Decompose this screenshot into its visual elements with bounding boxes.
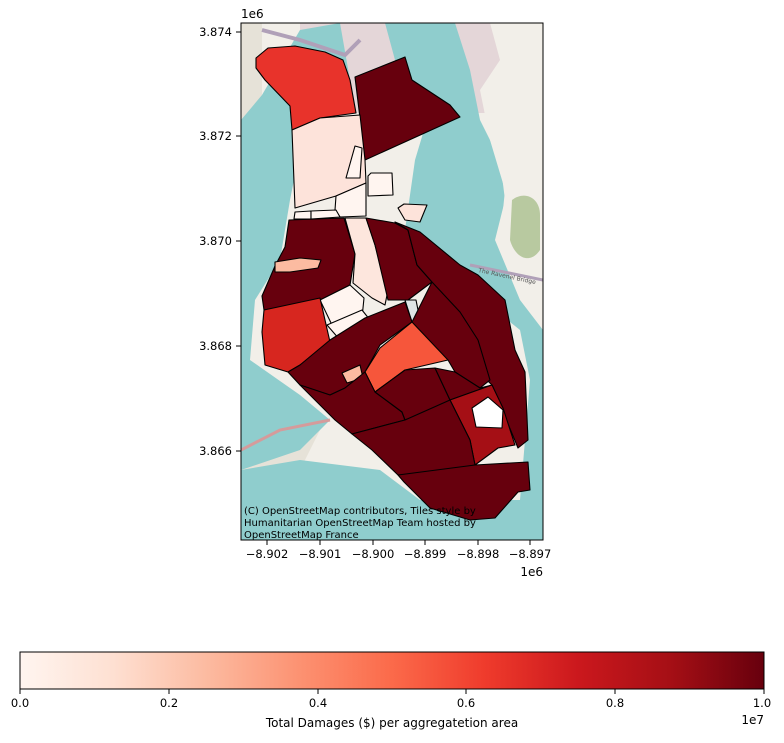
choropleth-layer <box>255 45 531 521</box>
y-axis: 1e6 3.874 3.872 3.870 3.868 3.866 <box>199 7 264 458</box>
area-east-mid[interactable] <box>411 281 491 389</box>
x-tick-5: −8.897 <box>509 540 552 561</box>
area-east-small[interactable] <box>397 203 428 223</box>
area-strip-west[interactable] <box>293 210 312 220</box>
park-area <box>510 195 540 259</box>
y-tick-3866: 3.866 <box>199 444 241 458</box>
bridge-road <box>469 263 543 282</box>
attribution-line-2: Humanitarian OpenStreetMap Team hosted b… <box>244 518 476 529</box>
colorbar-tick-label: 0.8 <box>606 696 624 710</box>
colorbar-tick-label: 1.0 <box>753 696 771 710</box>
colorbar-exponent: 1e7 <box>741 713 764 727</box>
x-tick-3: −8.899 <box>404 540 447 561</box>
x-tick-2: −8.900 <box>352 540 395 561</box>
attribution-line-3: OpenStreetMap France <box>244 530 359 541</box>
x-tick-label: −8.897 <box>509 547 552 561</box>
x-tick-1: −8.901 <box>299 540 342 561</box>
y-offset-label: 1e6 <box>241 7 264 21</box>
colorbar-tick-0: 0.0 <box>11 689 29 710</box>
y-tick-3870: 3.870 <box>199 234 241 248</box>
y-tick-label: 3.870 <box>199 234 232 248</box>
colorbar-tick-4: 0.8 <box>606 689 624 710</box>
y-tick-label: 3.868 <box>199 339 232 353</box>
x-offset-label: 1e6 <box>520 565 543 579</box>
y-tick-3868: 3.868 <box>199 339 241 353</box>
ashley-river <box>241 23 350 470</box>
attribution-line-1: (C) OpenStreetMap contributors, Tiles st… <box>244 506 476 517</box>
x-axis: −8.902 −8.901 −8.900 −8.899 −8.898 −8.89… <box>246 540 552 579</box>
x-tick-label: −8.902 <box>246 547 289 561</box>
area-south-mid-east[interactable] <box>434 367 493 401</box>
y-tick-3874: 3.874 <box>199 25 241 39</box>
area-north-west[interactable] <box>255 45 357 131</box>
x-tick-label: −8.899 <box>404 547 447 561</box>
road <box>261 28 362 58</box>
area-southernmost[interactable] <box>397 461 531 521</box>
x-tick-label: −8.901 <box>299 547 342 561</box>
colorbar-tick-label: 0.6 <box>457 696 475 710</box>
area-central-small-a[interactable] <box>345 145 363 179</box>
x-tick-4: −8.898 <box>457 540 500 561</box>
colorbar-label: Total Damages ($) per aggregatetion area <box>265 716 518 730</box>
colorbar-tick-5: 1.0 <box>753 689 771 710</box>
y-tick-label: 3.872 <box>199 129 232 143</box>
colorbar-tick-3: 0.6 <box>457 689 475 710</box>
y-tick-label: 3.874 <box>199 25 232 39</box>
y-tick-label: 3.866 <box>199 444 232 458</box>
colorbar: 0.0 0.2 0.4 0.6 0.8 1.0 1e7 Total Damage… <box>11 651 771 730</box>
area-mid-tongue[interactable] <box>274 257 322 273</box>
road <box>241 418 331 452</box>
colorbar-bar <box>19 651 765 690</box>
map-frame <box>240 22 544 541</box>
y-tick-3872: 3.872 <box>199 129 241 143</box>
map-panel[interactable]: The Ravenel Bridge <box>241 23 543 541</box>
x-tick-label: −8.900 <box>352 547 395 561</box>
colorbar-tick-label: 0.0 <box>11 696 29 710</box>
colorbar-tick-2: 0.4 <box>309 689 327 710</box>
area-north-central[interactable] <box>291 114 367 209</box>
area-strip-east[interactable] <box>310 209 341 220</box>
cooper-river <box>241 23 543 540</box>
x-tick-label: −8.898 <box>457 547 500 561</box>
colorbar-tick-label: 0.2 <box>160 696 178 710</box>
attribution: (C) OpenStreetMap contributors, Tiles st… <box>244 506 476 541</box>
area-central-small-b[interactable] <box>367 172 394 197</box>
colorbar-tick-1: 0.2 <box>160 689 178 710</box>
area-south-white[interactable] <box>471 396 504 429</box>
colorbar-tick-label: 0.4 <box>309 696 327 710</box>
x-tick-0: −8.902 <box>246 540 289 561</box>
area-central-block[interactable] <box>334 182 367 218</box>
